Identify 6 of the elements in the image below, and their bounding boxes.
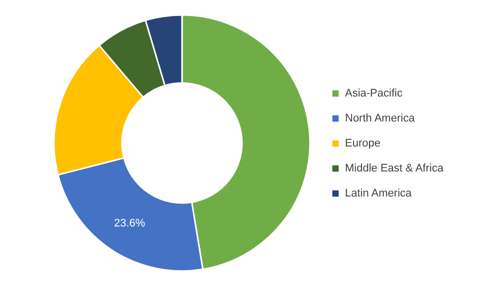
legend-label: Middle East & Africa — [345, 162, 444, 174]
legend-label: Europe — [345, 138, 380, 150]
legend-label: North America — [345, 112, 416, 124]
legend-label: Asia-Pacific — [345, 88, 403, 100]
legend-label: Latin America — [345, 188, 413, 200]
data-label: 23.6% — [114, 217, 146, 230]
